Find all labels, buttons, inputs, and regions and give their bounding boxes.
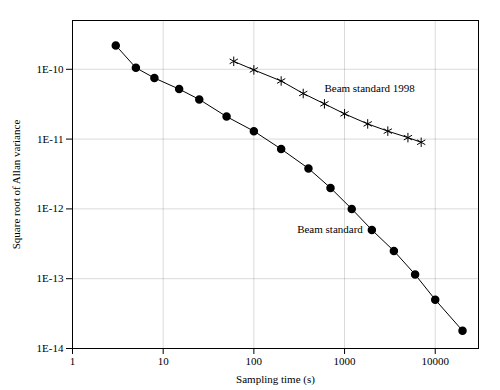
- svg-text:1E-12: 1E-12: [37, 202, 64, 214]
- svg-text:1E-13: 1E-13: [37, 272, 64, 284]
- svg-text:Sampling time (s): Sampling time (s): [236, 373, 315, 386]
- svg-text:Square root of Allan variance: Square root of Allan variance: [10, 120, 22, 250]
- svg-text:Beam standard 1998: Beam standard 1998: [324, 82, 415, 94]
- svg-text:1E-11: 1E-11: [37, 133, 63, 145]
- svg-text:100: 100: [246, 355, 263, 367]
- svg-text:1E-14: 1E-14: [37, 342, 64, 354]
- svg-text:10000: 10000: [421, 355, 449, 367]
- svg-text:1000: 1000: [334, 355, 357, 367]
- svg-text:10: 10: [158, 355, 170, 367]
- svg-text:1E-10: 1E-10: [37, 63, 64, 75]
- svg-text:1: 1: [70, 355, 76, 367]
- svg-text:Beam standard: Beam standard: [297, 223, 363, 235]
